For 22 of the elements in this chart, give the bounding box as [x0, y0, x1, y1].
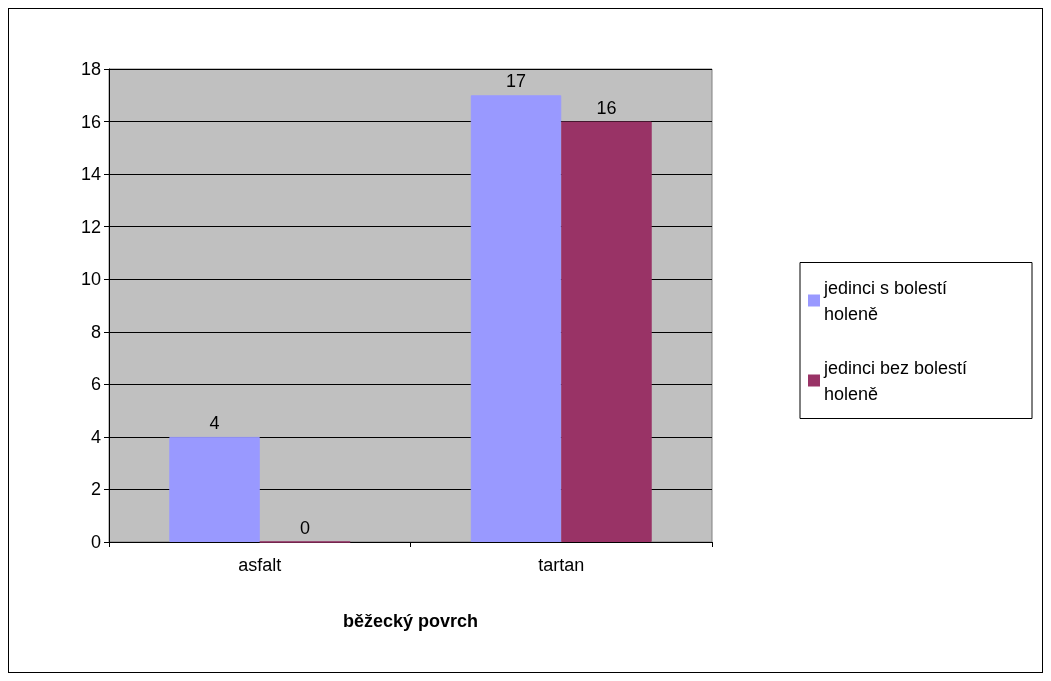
- data-label: 17: [506, 71, 527, 92]
- y-tick-label: 8: [90, 321, 101, 342]
- legend-label: jedinci bez bolestí holeně: [823, 357, 973, 404]
- data-label: 0: [299, 517, 310, 538]
- y-tick-label: 6: [90, 374, 101, 395]
- data-label: 4: [209, 412, 220, 433]
- y-tick-label: 16: [80, 111, 101, 132]
- data-label: 16: [596, 97, 617, 118]
- bar: [470, 95, 562, 542]
- y-tick-label: 0: [90, 532, 101, 552]
- y-tick-label: 18: [80, 59, 101, 79]
- y-tick-label: 10: [80, 269, 101, 290]
- bar: [169, 436, 260, 542]
- x-tick-label: tartan: [538, 555, 585, 575]
- x-axis-title: běžecký povrch: [342, 611, 479, 631]
- bar: [561, 121, 652, 542]
- y-tick-label: 4: [90, 426, 101, 447]
- y-tick-label: 2: [90, 479, 101, 500]
- legend-label: jedinci s bolestí holeně: [823, 277, 953, 324]
- x-tick-label: asfalt: [238, 555, 282, 575]
- y-tick-label: 14: [80, 164, 101, 185]
- y-tick-label: 12: [80, 216, 101, 237]
